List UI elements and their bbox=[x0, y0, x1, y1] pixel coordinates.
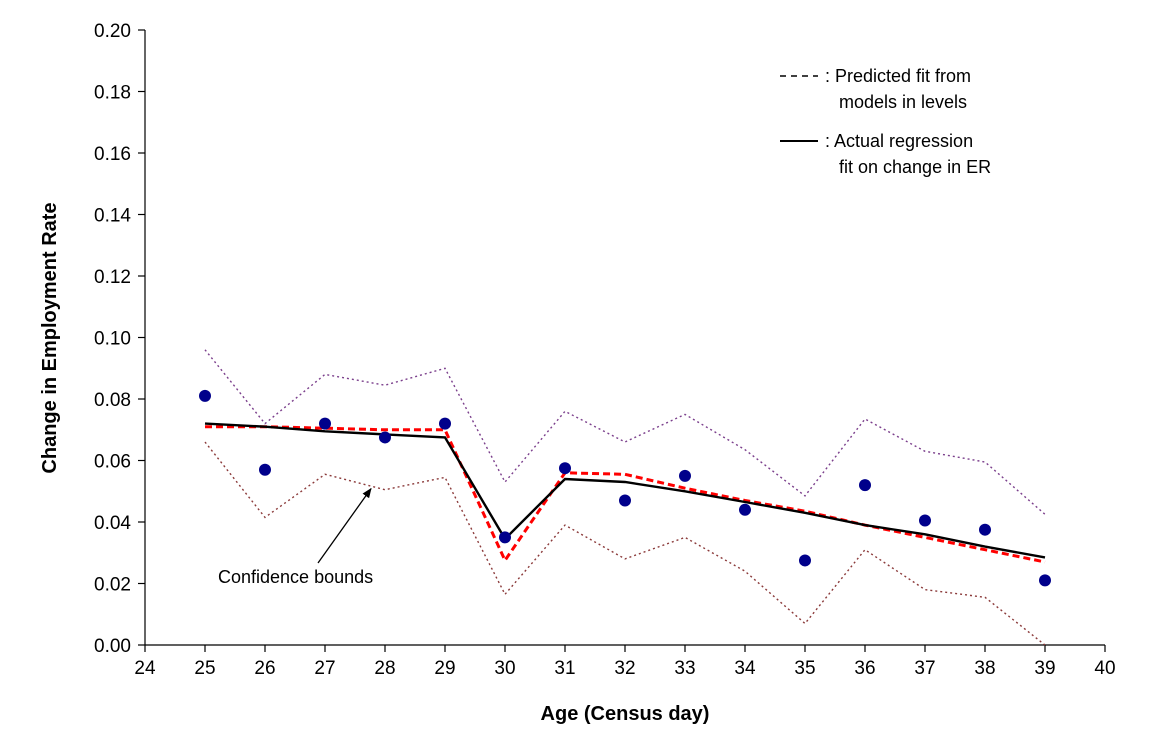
data-point bbox=[919, 514, 931, 527]
x-tick-label: 37 bbox=[914, 658, 935, 679]
y-tick-label: 0.16 bbox=[94, 144, 131, 165]
data-point bbox=[199, 389, 211, 402]
x-tick-label: 26 bbox=[254, 658, 275, 679]
y-tick-label: 0.06 bbox=[94, 452, 131, 473]
y-tick-label: 0.04 bbox=[94, 513, 131, 534]
y-tick-label: 0.10 bbox=[94, 329, 131, 350]
x-axis-title: Age (Census day) bbox=[541, 703, 710, 725]
data-point bbox=[739, 503, 751, 516]
series-layer bbox=[204, 349, 1046, 646]
annotation: Confidence bounds bbox=[218, 487, 373, 587]
marker-layer bbox=[199, 389, 1051, 587]
x-tick-label: 35 bbox=[794, 658, 815, 679]
legend-entry-actual-line1: : Actual regression bbox=[825, 131, 973, 151]
y-axis-title: Change in Employment Rate bbox=[39, 202, 61, 473]
data-point bbox=[319, 417, 331, 430]
data-point bbox=[1039, 574, 1051, 587]
x-tick-label: 39 bbox=[1034, 658, 1055, 679]
data-point bbox=[259, 463, 271, 476]
y-tick-label: 0.02 bbox=[94, 575, 131, 596]
data-point bbox=[619, 494, 631, 507]
series-line-predicted-fit bbox=[205, 425, 1046, 564]
x-tick-label: 36 bbox=[854, 658, 875, 679]
x-tick-label: 24 bbox=[134, 658, 156, 679]
plot-area bbox=[144, 30, 1105, 646]
y-tick-label: 0.20 bbox=[94, 21, 131, 42]
data-point bbox=[979, 523, 991, 536]
x-tick-label: 34 bbox=[734, 658, 756, 679]
data-point bbox=[559, 462, 571, 475]
data-point bbox=[679, 469, 691, 482]
legend-entry-actual-line2: fit on change in ER bbox=[839, 157, 991, 177]
x-tick-label: 29 bbox=[434, 658, 455, 679]
data-point bbox=[379, 431, 391, 444]
y-tick-label: 0.08 bbox=[94, 390, 131, 411]
x-tick-label: 28 bbox=[374, 658, 395, 679]
x-axis-ticks: 24 25 26 27 28 29 30 31 32 33 34 35 36 37 38 39 40 bbox=[134, 645, 1116, 679]
series-line-actual-fit bbox=[204, 422, 1046, 559]
data-point bbox=[859, 479, 871, 492]
y-tick-label: 0.12 bbox=[94, 267, 131, 288]
legend-entry-predicted-line1: : Predicted fit from bbox=[825, 66, 971, 86]
series-line-lower-confidence-bound bbox=[204, 441, 1046, 646]
annotation-arrow bbox=[317, 487, 372, 564]
data-point bbox=[439, 417, 451, 430]
legend-entry-predicted-line2: models in levels bbox=[839, 92, 967, 112]
x-tick-label: 40 bbox=[1094, 658, 1115, 679]
data-point bbox=[499, 531, 511, 544]
y-tick-label: 0.00 bbox=[94, 636, 131, 657]
x-tick-label: 31 bbox=[554, 658, 575, 679]
annotation-label: Confidence bounds bbox=[218, 567, 373, 587]
y-axis-ticks: 0.00 0.02 0.04 0.06 0.08 0.10 0.12 0.14 0.16 0.18… bbox=[94, 21, 145, 657]
x-tick-label: 33 bbox=[674, 658, 695, 679]
data-point bbox=[799, 554, 811, 567]
y-tick-label: 0.18 bbox=[94, 83, 131, 104]
x-tick-label: 30 bbox=[494, 658, 515, 679]
legend: : Predicted fit from models in levels : … bbox=[780, 66, 991, 177]
x-tick-label: 27 bbox=[314, 658, 335, 679]
x-tick-label: 32 bbox=[614, 658, 635, 679]
x-tick-label: 38 bbox=[974, 658, 995, 679]
x-tick-label: 25 bbox=[194, 658, 215, 679]
y-tick-label: 0.14 bbox=[94, 206, 131, 227]
